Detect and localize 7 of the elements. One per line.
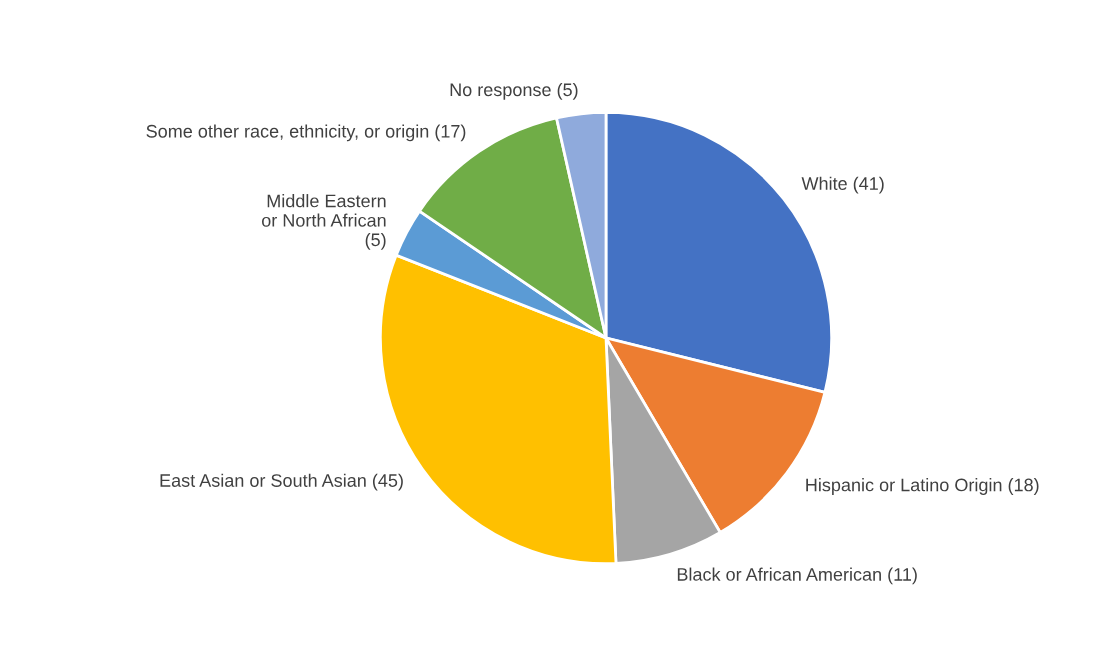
- slice-label: Middle Eastern or North African (5): [261, 194, 386, 250]
- slice-label: East Asian or South Asian (45): [160, 473, 403, 491]
- slice-label: White (41): [801, 176, 884, 194]
- slice-label: Black or African American (11): [677, 567, 917, 585]
- slice-label: Hispanic or Latino Origin (18): [806, 478, 1039, 495]
- slice-label: No response (5): [450, 82, 578, 100]
- slice-label: Some other race, ethnicity, or origin (17): [146, 124, 466, 142]
